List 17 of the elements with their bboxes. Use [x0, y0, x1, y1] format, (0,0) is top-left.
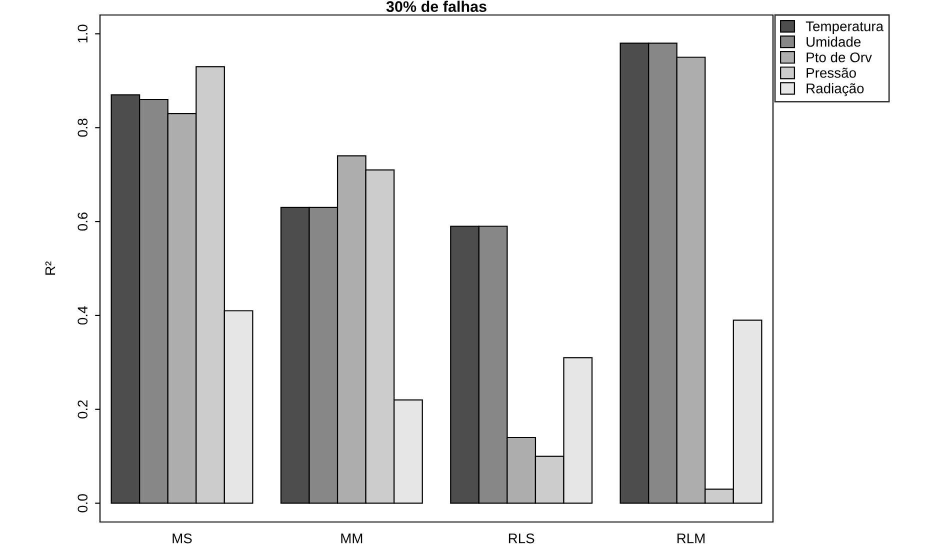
- x-tick-label: RLS: [508, 533, 534, 544]
- legend-label: Radiação: [806, 83, 864, 96]
- y-axis-title: R²: [45, 261, 56, 275]
- chart-title: 30% de falhas: [386, 0, 486, 12]
- legend-label: Pto de Orv: [806, 52, 872, 62]
- x-tick-label: MM: [341, 534, 362, 544]
- x-tick-label: RLM: [677, 534, 705, 544]
- legend-label: Pressão: [806, 68, 856, 78]
- legend-label: Temperatura: [806, 22, 884, 34]
- x-tick-label: MS: [172, 533, 192, 544]
- y-tick-label: 0.4: [78, 306, 88, 325]
- legend-label: Umidade: [806, 36, 861, 47]
- y-tick-label: 0.8: [78, 118, 88, 137]
- y-tick-label: 0.0: [78, 494, 88, 512]
- y-tick-label: 1.0: [78, 24, 88, 42]
- y-tick-label: 0.2: [78, 400, 88, 418]
- y-tick-label: 0.6: [78, 212, 88, 231]
